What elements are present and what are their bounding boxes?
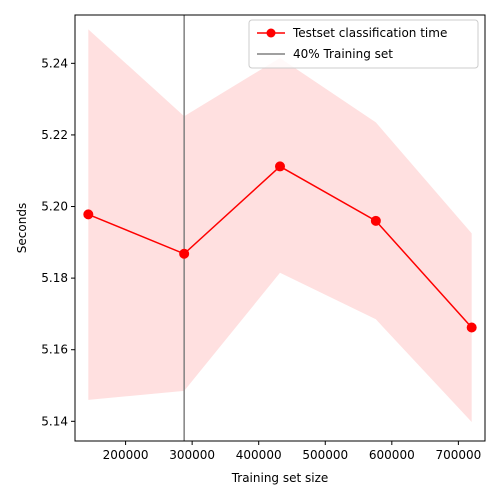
x-tick-label: 600000: [369, 448, 415, 462]
legend: Testset classification time 40% Training …: [248, 19, 479, 69]
legend-vline-label: 40% Training set: [293, 47, 393, 61]
x-tick-label: 500000: [302, 448, 348, 462]
data-point: [370, 215, 381, 226]
data-point: [275, 161, 285, 172]
y-tick-label: 5.16: [41, 343, 68, 357]
x-tick-label: 400000: [236, 448, 282, 462]
data-point: [179, 248, 190, 259]
y-axis-label: Seconds: [15, 203, 29, 253]
x-axis-label: Training set size: [231, 471, 329, 485]
x-tick-label: 200000: [103, 448, 149, 462]
y-tick-label: 5.14: [41, 414, 68, 428]
x-tick-label: 700000: [435, 448, 481, 462]
data-point: [466, 322, 477, 333]
y-tick-label: 5.24: [41, 56, 68, 70]
axes-frame: [74, 14, 486, 442]
y-tick-label: 5.22: [41, 128, 68, 142]
legend-series-marker: [266, 28, 276, 38]
x-tick-label: 300000: [169, 448, 215, 462]
y-tick-label: 5.20: [41, 200, 68, 214]
data-point: [83, 209, 94, 220]
legend-series-label: Testset classification time: [292, 26, 447, 40]
legend-box: [248, 19, 479, 69]
y-tick-label: 5.18: [41, 271, 68, 285]
axes: 200000 300000 400000 500000 600000 700000 5.14…: [15, 14, 486, 485]
plot-area: [83, 15, 477, 441]
